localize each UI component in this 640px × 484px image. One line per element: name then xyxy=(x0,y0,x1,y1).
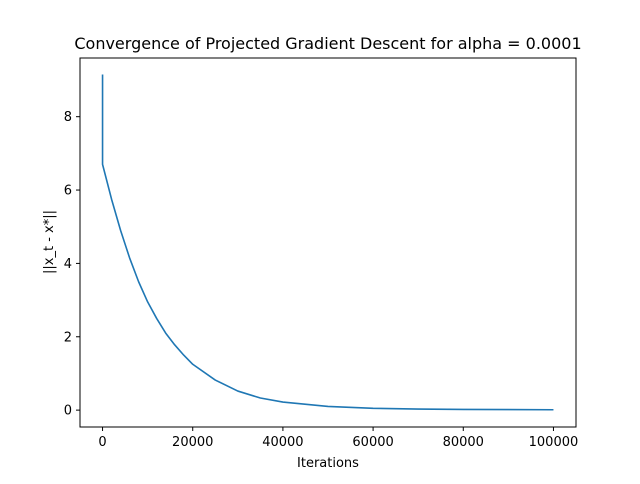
x-tick-label: 20000 xyxy=(172,435,213,450)
chart-title: Convergence of Projected Gradient Descen… xyxy=(74,34,581,53)
y-axis: 0 2 4 6 8 xyxy=(64,110,80,419)
y-tick-label: 8 xyxy=(64,110,72,125)
x-tick-label: 0 xyxy=(98,435,106,450)
y-tick-label: 4 xyxy=(64,257,72,272)
y-tick-label: 6 xyxy=(64,184,72,199)
x-tick-label: 60000 xyxy=(352,435,393,450)
x-tick-label: 80000 xyxy=(443,435,484,450)
axes-frame xyxy=(79,57,577,428)
x-axis-label: Iterations xyxy=(297,456,359,471)
x-tick-label: 100000 xyxy=(529,435,579,450)
y-axis-label: ||x_t - x*|| xyxy=(42,210,57,274)
y-tick-label: 0 xyxy=(64,404,72,419)
x-tick-label: 40000 xyxy=(262,435,303,450)
plot-area xyxy=(101,74,554,411)
y-tick-label: 2 xyxy=(64,330,72,345)
x-axis: 0 20000 40000 60000 80000 100000 xyxy=(98,427,578,450)
series-line xyxy=(101,74,554,411)
